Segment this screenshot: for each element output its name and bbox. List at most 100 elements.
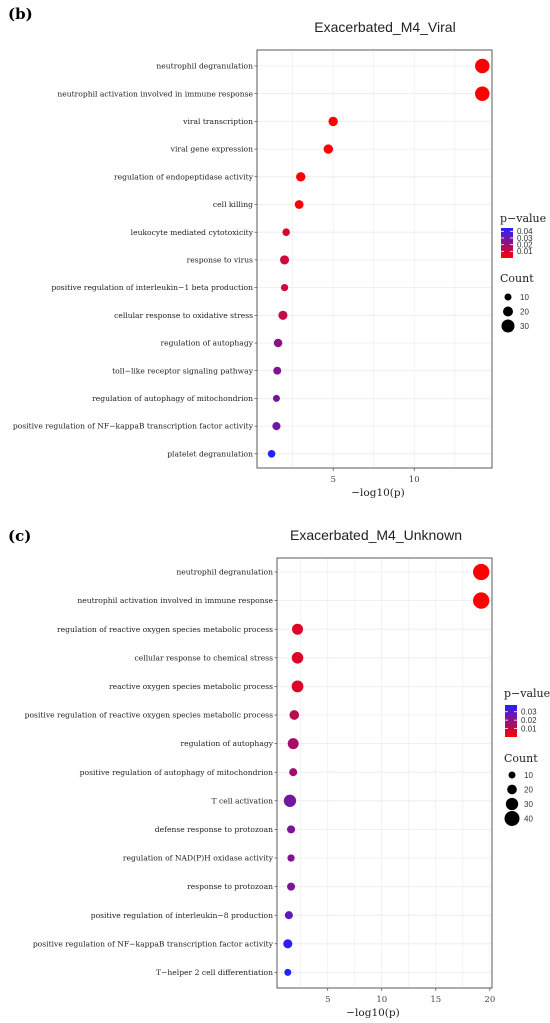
size-legend-label: 10 [524,771,533,780]
data-point [282,228,290,236]
y-tick-label: cellular response to chemical stress [135,653,274,662]
x-axis-label: −log10(p) [351,487,404,499]
size-legend-label: 20 [524,785,533,794]
data-point [292,623,304,635]
size-legend-marker [504,811,520,826]
size-legend-marker [501,319,515,333]
y-tick-label: neutrophil activation involved in immune… [77,596,273,605]
chart-panel-0: (b) Exacerbated_M4_Viral neutrophil degran… [8,5,546,499]
plot-border [276,557,493,989]
color-legend-label: 0.03 [517,234,533,243]
data-point [287,854,295,862]
data-point [272,394,280,402]
x-tick-label: 10 [376,995,387,1005]
data-point [328,116,338,127]
data-point [287,738,299,750]
chart-panel-1: (c) Exacerbated_M4_Unknown neutrophil degr… [8,527,550,1019]
y-tick-label: regulation of autophagy [161,339,254,348]
y-tick-label: viral gene expression [170,145,253,154]
y-tick-label: positive regulation of interleukin−8 pro… [91,911,273,920]
data-point [289,710,300,720]
y-tick-label: positive regulation of autophagy of mito… [80,768,273,777]
size-legend-label: 30 [520,322,529,331]
x-tick-label: 20 [484,995,495,1005]
color-legend-label: 0.03 [521,708,537,717]
y-tick-label: regulation of NAD(P)H oxidase activity [123,854,274,863]
data-point [280,283,289,292]
y-tick-label: reactive oxygen species metabolic proces… [109,682,273,691]
data-point [287,825,296,834]
color-legend-bar [505,705,517,737]
panel-label: (b) [8,5,33,23]
y-tick-label: cell killing [213,200,253,209]
y-tick-label: viral transcription [182,117,253,126]
y-tick-label: positive regulation of NF−kappaB transcr… [13,422,254,431]
size-legend-marker [503,306,513,317]
color-legend-label: 0.01 [517,247,533,256]
data-point [283,939,293,949]
data-point [273,366,282,375]
x-axis-label: −log10(p) [346,1007,399,1019]
data-point [283,794,297,807]
data-point [296,172,306,182]
data-point [473,592,490,609]
size-legend-label: 40 [524,814,533,823]
data-point [278,310,288,320]
size-legend-marker [504,293,512,301]
color-legend-title: p−value [500,212,546,225]
data-point [284,968,292,976]
data-point [289,768,298,777]
size-legend-marker [508,771,516,779]
y-tick-label: neutrophil degranulation [176,568,273,577]
color-legend-label: 0.02 [521,716,537,725]
data-point [475,58,490,74]
data-point [273,338,283,348]
size-legend-title: Count [504,752,538,765]
y-tick-label: T−helper 2 cell differentiation [156,968,273,977]
y-tick-label: toll−like receptor signaling pathway [112,366,254,375]
data-point [291,680,304,693]
panel-label: (c) [8,527,31,545]
data-point [291,652,304,664]
data-point [267,450,276,458]
x-tick-label: 5 [325,995,330,1005]
y-tick-label: neutrophil degranulation [156,62,253,71]
y-tick-label: cellular response to oxidative stress [114,311,253,320]
plot-border [256,49,493,469]
y-tick-label: defense response to protozoan [155,825,273,834]
y-tick-label: regulation of autophagy of mitochondrion [92,394,253,403]
chart-title: Exacerbated_M4_Unknown [290,527,462,543]
data-point [287,882,296,891]
x-tick-label: 15 [430,995,441,1005]
data-point [284,911,293,920]
x-tick-label: 10 [409,475,420,485]
data-point [294,200,304,209]
plot-area [257,50,492,468]
color-legend-bar [501,228,513,258]
y-tick-label: response to virus [187,256,253,265]
chart-title: Exacerbated_M4_Viral [314,19,455,35]
size-legend-title: Count [500,272,534,285]
y-tick-label: positive regulation of reactive oxygen s… [25,711,273,720]
plot-area [277,558,492,988]
size-legend-label: 30 [524,800,533,809]
size-legend-label: 20 [520,307,529,316]
color-legend-label: 0.02 [517,240,533,249]
y-tick-label: positive regulation of interleukin−1 bet… [51,283,253,292]
y-tick-label: positive regulation of NF−kappaB transcr… [33,939,274,948]
data-point [272,422,281,431]
y-tick-label: response to protozoan [187,882,273,891]
data-point [475,86,490,101]
data-point [473,563,490,581]
y-tick-label: regulation of endopeptidase activity [114,172,254,181]
data-point [323,144,334,154]
color-legend-label: 0.04 [517,227,533,236]
size-legend-label: 10 [520,293,529,302]
size-legend-marker [507,784,517,795]
y-tick-label: regulation of autophagy [181,739,274,748]
x-tick-label: 5 [330,475,335,485]
color-legend-title: p−value [504,687,550,700]
y-tick-label: regulation of reactive oxygen species me… [57,625,273,634]
data-point [280,255,290,265]
